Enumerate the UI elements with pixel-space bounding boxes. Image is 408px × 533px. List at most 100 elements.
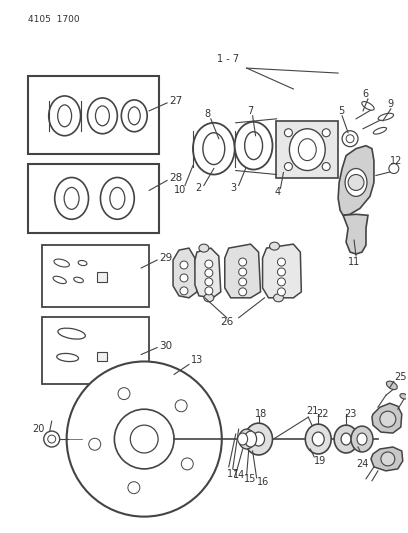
Polygon shape — [371, 447, 403, 471]
Circle shape — [118, 387, 130, 400]
Text: 10: 10 — [174, 185, 186, 196]
Bar — [28, 76, 159, 154]
Circle shape — [180, 261, 188, 269]
Ellipse shape — [351, 426, 373, 452]
Polygon shape — [195, 248, 221, 298]
Circle shape — [342, 131, 358, 147]
Ellipse shape — [53, 276, 66, 284]
Bar — [98, 352, 107, 361]
Circle shape — [381, 452, 395, 466]
Ellipse shape — [64, 188, 79, 209]
Circle shape — [114, 409, 174, 469]
Circle shape — [239, 278, 247, 286]
Ellipse shape — [74, 277, 83, 282]
Ellipse shape — [334, 425, 358, 453]
Ellipse shape — [204, 294, 214, 302]
Ellipse shape — [362, 102, 374, 110]
Ellipse shape — [357, 433, 367, 445]
Text: 18: 18 — [255, 409, 267, 419]
Text: 13: 13 — [191, 356, 203, 366]
Ellipse shape — [239, 429, 255, 449]
Ellipse shape — [238, 433, 248, 445]
Circle shape — [239, 288, 247, 296]
Circle shape — [389, 164, 399, 174]
Circle shape — [44, 431, 60, 447]
Text: 6: 6 — [362, 89, 368, 99]
Polygon shape — [263, 244, 302, 298]
Circle shape — [277, 258, 286, 266]
Text: 16: 16 — [257, 477, 269, 487]
Ellipse shape — [100, 177, 134, 219]
Ellipse shape — [58, 328, 85, 339]
Text: 15: 15 — [244, 474, 256, 484]
Text: 1 - 7: 1 - 7 — [217, 54, 239, 64]
Bar — [42, 317, 149, 384]
Text: 27: 27 — [169, 96, 182, 106]
Circle shape — [277, 288, 286, 296]
Circle shape — [205, 287, 213, 295]
Circle shape — [277, 268, 286, 276]
Ellipse shape — [245, 132, 263, 159]
Ellipse shape — [386, 381, 397, 390]
Text: 5: 5 — [338, 106, 344, 116]
Text: 4105  1700: 4105 1700 — [28, 15, 80, 25]
Circle shape — [380, 411, 396, 427]
Circle shape — [322, 129, 330, 137]
Ellipse shape — [378, 114, 394, 120]
Text: 17: 17 — [227, 469, 239, 479]
Ellipse shape — [54, 259, 69, 267]
Circle shape — [128, 482, 140, 494]
Ellipse shape — [58, 105, 72, 127]
Ellipse shape — [312, 432, 324, 446]
Circle shape — [322, 163, 330, 171]
Circle shape — [346, 135, 354, 143]
Circle shape — [67, 361, 222, 516]
Text: 14: 14 — [233, 470, 245, 480]
Bar — [42, 245, 149, 307]
Polygon shape — [372, 403, 402, 433]
Text: 25: 25 — [394, 373, 406, 382]
Polygon shape — [173, 248, 197, 298]
Ellipse shape — [245, 423, 273, 455]
Ellipse shape — [193, 123, 235, 174]
Text: 22: 22 — [316, 409, 329, 419]
Circle shape — [89, 438, 101, 450]
Text: 23: 23 — [344, 409, 357, 419]
Ellipse shape — [270, 242, 279, 250]
Circle shape — [205, 269, 213, 277]
Circle shape — [180, 274, 188, 282]
Ellipse shape — [110, 188, 125, 209]
Bar — [28, 164, 159, 233]
Polygon shape — [225, 244, 261, 298]
Ellipse shape — [400, 393, 408, 399]
Ellipse shape — [88, 98, 118, 134]
Text: 7: 7 — [248, 106, 254, 116]
Ellipse shape — [235, 122, 273, 169]
Text: 9: 9 — [388, 99, 394, 109]
Ellipse shape — [305, 424, 331, 454]
Text: 2: 2 — [195, 183, 201, 193]
Circle shape — [284, 129, 293, 137]
Text: 29: 29 — [159, 253, 172, 263]
Circle shape — [239, 258, 247, 266]
Circle shape — [48, 435, 56, 443]
Ellipse shape — [245, 431, 257, 447]
Ellipse shape — [121, 100, 147, 132]
Text: 28: 28 — [169, 173, 182, 183]
Circle shape — [205, 260, 213, 268]
Text: 19: 19 — [314, 456, 326, 466]
Text: 30: 30 — [159, 341, 172, 351]
Ellipse shape — [273, 294, 284, 302]
Bar — [98, 272, 107, 282]
Circle shape — [284, 163, 293, 171]
Ellipse shape — [341, 433, 351, 445]
Circle shape — [348, 174, 364, 190]
Circle shape — [180, 287, 188, 295]
Polygon shape — [343, 214, 368, 254]
Ellipse shape — [345, 168, 367, 196]
Text: 8: 8 — [205, 109, 211, 119]
Text: 26: 26 — [220, 317, 233, 327]
Circle shape — [175, 400, 187, 411]
Circle shape — [205, 278, 213, 286]
Text: 11: 11 — [348, 257, 360, 267]
